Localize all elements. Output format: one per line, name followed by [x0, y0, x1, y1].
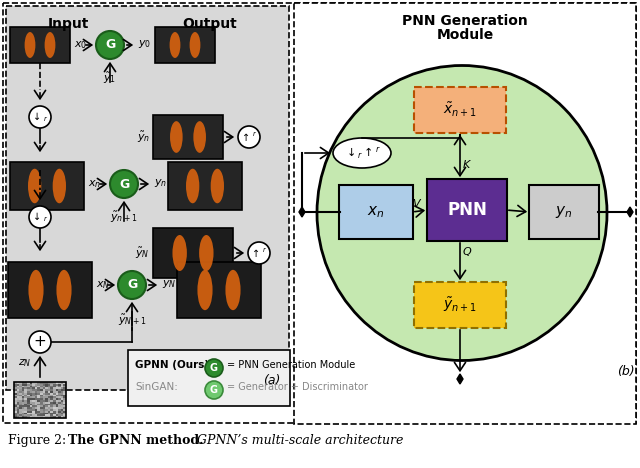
Text: $x_n$: $x_n$ [367, 204, 385, 220]
Text: $\tilde{y}_{n+1}$: $\tilde{y}_{n+1}$ [443, 296, 477, 314]
Bar [6, 6, 289, 390]
Bar [10, 162, 84, 210]
Text: G: G [210, 385, 218, 395]
Ellipse shape [189, 32, 200, 58]
Circle shape [110, 170, 138, 198]
Text: The GPNN method.: The GPNN method. [68, 434, 204, 447]
Ellipse shape [172, 235, 187, 271]
Ellipse shape [52, 169, 66, 203]
Text: Q: Q [463, 247, 472, 257]
Text: $z_N$: $z_N$ [19, 357, 32, 369]
Text: $\downarrow_r\uparrow^r$: $\downarrow_r\uparrow^r$ [344, 146, 380, 161]
Text: $y_n$: $y_n$ [154, 177, 167, 189]
Text: G: G [210, 363, 218, 373]
Text: = PNN Generation Module: = PNN Generation Module [227, 360, 355, 370]
FancyBboxPatch shape [529, 185, 599, 239]
Ellipse shape [28, 169, 42, 203]
Text: (b): (b) [617, 365, 635, 378]
Bar [10, 27, 70, 63]
Ellipse shape [333, 138, 391, 168]
Text: $\uparrow^r$: $\uparrow^r$ [241, 131, 257, 144]
Circle shape [118, 271, 146, 299]
FancyBboxPatch shape [414, 282, 506, 328]
Text: $y_N$: $y_N$ [162, 278, 177, 290]
Text: $\uparrow^r$: $\uparrow^r$ [250, 247, 268, 260]
Text: K: K [463, 160, 470, 170]
Ellipse shape [28, 270, 44, 310]
Bar [153, 228, 233, 278]
Text: $\tilde{x}_{n+1}$: $\tilde{x}_{n+1}$ [443, 101, 477, 119]
Circle shape [238, 126, 260, 148]
Bar [177, 262, 261, 318]
Polygon shape [457, 374, 463, 384]
Text: G: G [119, 177, 129, 190]
Text: PNN: PNN [447, 201, 487, 219]
Text: $\tilde{y}_1$: $\tilde{y}_1$ [104, 71, 116, 86]
Bar [294, 3, 636, 424]
Bar [8, 262, 92, 318]
Text: $\tilde{y}_{N+1}$: $\tilde{y}_{N+1}$ [118, 313, 147, 328]
Text: $\tilde{y}_n$: $\tilde{y}_n$ [136, 130, 150, 145]
Circle shape [29, 331, 51, 353]
Polygon shape [627, 207, 633, 217]
Text: Figure 2:: Figure 2: [8, 434, 66, 447]
Circle shape [96, 31, 124, 59]
Text: $\tilde{y}_{n+1}$: $\tilde{y}_{n+1}$ [110, 210, 138, 225]
Text: V: V [412, 199, 420, 209]
Bar [155, 27, 215, 63]
Circle shape [29, 106, 51, 128]
FancyBboxPatch shape [339, 185, 413, 239]
Ellipse shape [193, 121, 206, 153]
Text: +: + [34, 335, 46, 350]
Text: $\downarrow_r$: $\downarrow_r$ [31, 110, 49, 124]
Ellipse shape [24, 32, 35, 58]
Text: (a): (a) [263, 374, 281, 387]
Ellipse shape [211, 169, 224, 203]
FancyBboxPatch shape [414, 87, 506, 133]
Text: Output: Output [182, 17, 237, 31]
Text: $x_n$: $x_n$ [88, 178, 101, 190]
Text: SinGAN:: SinGAN: [135, 382, 178, 392]
Text: G: G [105, 38, 115, 51]
Text: $x_0$: $x_0$ [74, 39, 87, 51]
Polygon shape [299, 207, 305, 217]
Ellipse shape [199, 235, 214, 271]
Text: GPNN’s multi-scale architecture: GPNN’s multi-scale architecture [193, 434, 403, 447]
Circle shape [205, 381, 223, 399]
Ellipse shape [45, 32, 56, 58]
Ellipse shape [225, 270, 241, 310]
Text: Input: Input [47, 17, 89, 31]
Text: G: G [127, 278, 137, 292]
Text: $\tilde{y}_N$: $\tilde{y}_N$ [136, 245, 150, 261]
Text: GPNN (Ours):: GPNN (Ours): [135, 360, 213, 370]
Ellipse shape [56, 270, 72, 310]
Circle shape [248, 242, 270, 264]
Circle shape [205, 359, 223, 377]
Ellipse shape [170, 32, 180, 58]
Ellipse shape [186, 169, 199, 203]
FancyBboxPatch shape [128, 350, 290, 406]
Ellipse shape [170, 121, 182, 153]
Text: $y_n$: $y_n$ [556, 204, 573, 220]
Text: PNN Generation: PNN Generation [402, 14, 528, 28]
Text: = Generator + Discriminator: = Generator + Discriminator [227, 382, 368, 392]
Bar [168, 162, 242, 210]
Text: $\downarrow_r$: $\downarrow_r$ [31, 210, 49, 224]
Text: Module: Module [436, 28, 493, 42]
Ellipse shape [197, 270, 212, 310]
Text: $y_0$: $y_0$ [138, 38, 151, 50]
Bar [14, 382, 66, 418]
Ellipse shape [317, 66, 607, 360]
Text: $x_N$: $x_N$ [96, 279, 111, 291]
Circle shape [29, 206, 51, 228]
Bar [3, 3, 636, 423]
Bar [153, 115, 223, 159]
FancyBboxPatch shape [427, 179, 507, 241]
